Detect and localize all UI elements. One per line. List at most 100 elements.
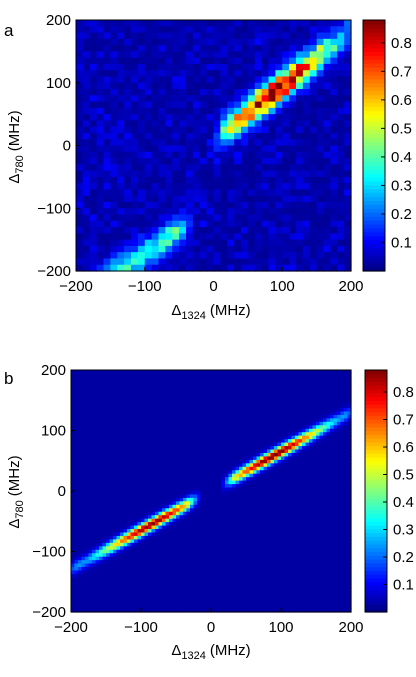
heatmap-cell bbox=[326, 390, 331, 395]
heatmap-cell bbox=[123, 452, 128, 458]
heatmap-cell bbox=[267, 497, 272, 502]
heatmap-cell bbox=[228, 394, 233, 399]
heatmap-cell bbox=[347, 425, 352, 430]
heatmap-cell bbox=[323, 428, 328, 433]
heatmap-cell bbox=[263, 401, 268, 406]
heatmap-cell bbox=[96, 126, 105, 134]
heatmap-cell bbox=[344, 51, 352, 59]
heatmap-cell bbox=[95, 497, 100, 502]
heatmap-cell bbox=[347, 456, 352, 461]
heatmap-cell bbox=[134, 452, 139, 458]
heatmap-cell bbox=[330, 183, 338, 191]
heatmap-cell bbox=[234, 126, 242, 134]
heatmap-cell bbox=[302, 466, 307, 471]
heatmap-cell bbox=[92, 394, 97, 399]
heatmap-cell bbox=[296, 158, 304, 165]
heatmap-cell bbox=[246, 418, 251, 423]
heatmap-cell bbox=[254, 20, 263, 27]
heatmap-cell bbox=[176, 456, 181, 461]
heatmap-cell bbox=[116, 387, 121, 392]
heatmap-cell bbox=[165, 220, 173, 228]
heatmap-cell bbox=[95, 401, 100, 406]
heatmap-cell bbox=[200, 508, 205, 513]
heatmap-cell bbox=[179, 418, 184, 423]
heatmap-cell bbox=[190, 394, 195, 399]
heatmap-cell bbox=[247, 101, 256, 109]
heatmap-cell bbox=[221, 411, 226, 416]
heatmap-cell bbox=[172, 380, 177, 385]
heatmap-cell bbox=[162, 477, 167, 482]
heatmap-cell bbox=[312, 425, 317, 430]
heatmap-cell bbox=[192, 183, 201, 191]
heatmap-cell bbox=[275, 189, 283, 197]
heatmap-cell bbox=[71, 432, 76, 437]
heatmap-cell bbox=[323, 390, 328, 395]
colorbar-swatch bbox=[363, 161, 385, 166]
heatmap-cell bbox=[144, 370, 149, 375]
heatmap-cell bbox=[82, 239, 91, 247]
heatmap-cell bbox=[213, 76, 221, 84]
heatmap-cell bbox=[117, 170, 125, 178]
heatmap-cell bbox=[316, 107, 325, 115]
heatmap-cell bbox=[78, 463, 83, 468]
heatmap-cell bbox=[186, 170, 194, 178]
heatmap-cell bbox=[207, 473, 212, 478]
heatmap-cell bbox=[340, 428, 345, 433]
heatmap-cell bbox=[103, 189, 111, 197]
heatmap-cell bbox=[183, 373, 188, 378]
heatmap-cell bbox=[96, 107, 105, 115]
heatmap-cell bbox=[85, 408, 90, 413]
heatmap-cell bbox=[71, 484, 76, 489]
heatmap-cell bbox=[288, 459, 293, 464]
heatmap-cell bbox=[109, 504, 114, 509]
heatmap-cell bbox=[340, 477, 345, 482]
heatmap-cell bbox=[242, 390, 247, 395]
heatmap-cell bbox=[263, 394, 268, 399]
heatmap-cell bbox=[81, 383, 86, 388]
heatmap-cell bbox=[249, 442, 254, 447]
heatmap-cell bbox=[131, 227, 139, 234]
heatmap-cell bbox=[256, 491, 261, 496]
heatmap-cell bbox=[305, 501, 310, 506]
heatmap-cell bbox=[172, 401, 177, 406]
heatmap-cell bbox=[261, 201, 270, 209]
heatmap-cell bbox=[183, 414, 188, 419]
heatmap-cell bbox=[246, 463, 251, 468]
heatmap-cell bbox=[186, 477, 191, 482]
heatmap-cell bbox=[207, 435, 212, 440]
heatmap-cell bbox=[158, 201, 166, 209]
heatmap-cell bbox=[120, 387, 125, 392]
heatmap-cell bbox=[207, 456, 212, 461]
heatmap-cell bbox=[337, 459, 342, 464]
heatmap-cell bbox=[291, 494, 296, 499]
heatmap-cell bbox=[200, 414, 205, 419]
heatmap-cell bbox=[169, 370, 174, 375]
heatmap-cell bbox=[211, 432, 216, 437]
heatmap-cell bbox=[227, 51, 235, 59]
heatmap-cell bbox=[277, 491, 282, 496]
heatmap-cell bbox=[274, 428, 279, 433]
colorbar-swatch bbox=[363, 243, 385, 249]
heatmap-cell bbox=[242, 408, 247, 413]
heatmap-cell bbox=[106, 370, 111, 375]
heatmap-cell bbox=[333, 494, 338, 499]
heatmap-cell bbox=[192, 70, 201, 78]
heatmap-cell bbox=[268, 38, 276, 46]
heatmap-cell bbox=[144, 456, 149, 461]
heatmap-cell bbox=[330, 264, 338, 272]
heatmap-cell bbox=[340, 470, 345, 475]
colorbar-swatch bbox=[363, 263, 385, 268]
heatmap-cell bbox=[227, 164, 235, 172]
heatmap-cell bbox=[298, 425, 303, 430]
heatmap-cell bbox=[232, 497, 237, 502]
heatmap-cell bbox=[316, 442, 321, 447]
heatmap-cell bbox=[249, 487, 254, 492]
heatmap-cell bbox=[309, 76, 318, 84]
heatmap-cell bbox=[82, 139, 91, 147]
heatmap-cell bbox=[316, 435, 321, 440]
heatmap-cell bbox=[275, 107, 283, 115]
heatmap-cell bbox=[197, 435, 202, 440]
heatmap-cell bbox=[204, 404, 209, 409]
heatmap-cell bbox=[316, 446, 321, 451]
heatmap-cell bbox=[344, 421, 349, 426]
